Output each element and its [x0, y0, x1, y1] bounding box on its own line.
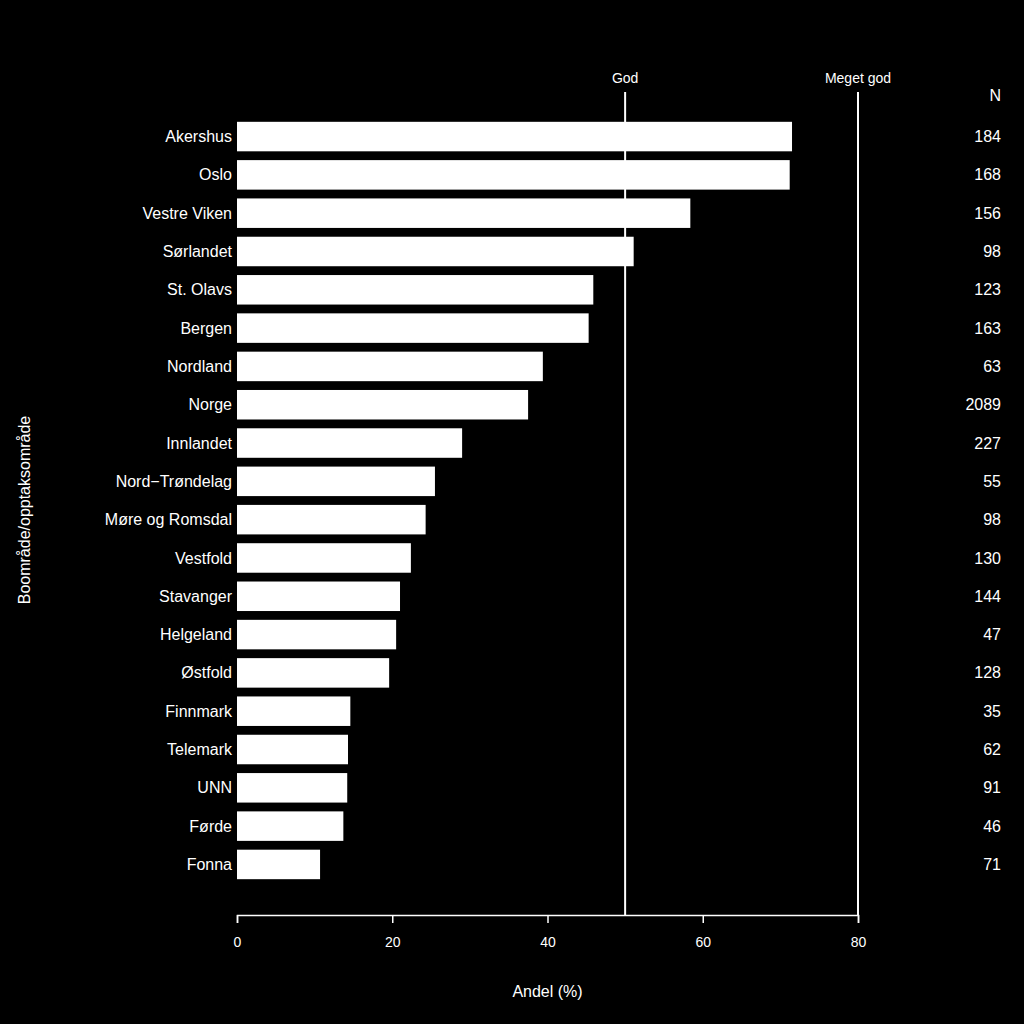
tick-mark [703, 915, 705, 923]
n-value: 55 [983, 473, 1001, 490]
tick: 0 [234, 915, 242, 950]
chart: God Meget god Akershus Oslo Vestre Viken Sørl… [0, 0, 1024, 1024]
bar [237, 811, 343, 840]
category-label: Norge [188, 396, 232, 413]
category-label: Møre og Romsdal [105, 511, 232, 528]
bar [237, 658, 389, 687]
n-value: 163 [974, 320, 1001, 337]
background [0, 0, 1024, 1024]
category-label: Finnmark [165, 703, 233, 720]
n-value: 2089 [965, 396, 1001, 413]
n-header: N [989, 87, 1001, 104]
reference-label: Meget god [825, 70, 891, 86]
n-value: 123 [974, 281, 1001, 298]
bar [237, 198, 690, 227]
tick-mark [547, 915, 549, 923]
n-value: 144 [974, 588, 1001, 605]
reference-label: God [612, 70, 638, 86]
tick: 60 [695, 915, 711, 950]
category-label: Oslo [199, 166, 232, 183]
bar [237, 467, 435, 496]
category-label: Sørlandet [163, 243, 233, 260]
category-label: Akershus [165, 128, 232, 145]
n-value: 62 [983, 741, 1001, 758]
category-label: Helgeland [160, 626, 232, 643]
n-value: 46 [983, 818, 1001, 835]
n-value: 184 [974, 128, 1001, 145]
category-label: Vestfold [175, 550, 232, 567]
category-label: Fonna [187, 856, 232, 873]
bars [237, 122, 792, 879]
reference-line [857, 92, 859, 915]
tick-mark [237, 915, 239, 923]
category-labels: Akershus Oslo Vestre Viken Sørlandet St. Ola… [105, 128, 233, 873]
n-value: 35 [983, 703, 1001, 720]
bar [237, 773, 347, 802]
tick-label: 80 [851, 934, 867, 950]
n-value: 128 [974, 664, 1001, 681]
bar [237, 505, 426, 534]
category-label: Førde [189, 818, 232, 835]
n-value: 91 [983, 779, 1001, 796]
bar [237, 352, 543, 381]
bar [237, 543, 411, 572]
tick-label: 0 [234, 934, 242, 950]
bar [237, 390, 528, 419]
category-label: St. Olavs [167, 281, 232, 298]
bar [237, 237, 634, 266]
n-value: 156 [974, 205, 1001, 222]
tick-mark [858, 915, 860, 923]
reference-lines: God Meget god [612, 70, 891, 915]
bar [237, 620, 396, 649]
bar [237, 313, 589, 342]
category-label: Telemark [167, 741, 233, 758]
n-value: 98 [983, 243, 1001, 260]
n-value: 63 [983, 358, 1001, 375]
n-value: 130 [974, 550, 1001, 567]
x-axis: 0 20 40 60 80 [234, 915, 867, 950]
n-value: 227 [974, 435, 1001, 452]
n-value: 98 [983, 511, 1001, 528]
x-axis-title: Andel (%) [512, 983, 582, 1000]
bar [237, 428, 462, 457]
tick-label: 60 [695, 934, 711, 950]
bar [237, 850, 320, 879]
category-label: Østfold [181, 664, 232, 681]
bar [237, 160, 790, 189]
n-value: 168 [974, 166, 1001, 183]
category-label: Stavanger [159, 588, 233, 605]
category-label: Nordland [167, 358, 232, 375]
tick-label: 20 [385, 934, 401, 950]
tick: 40 [540, 915, 556, 950]
axis-line [238, 916, 859, 924]
bar [237, 275, 593, 304]
bar [237, 582, 400, 611]
category-label: Nord−Trøndelag [116, 473, 232, 490]
category-label: Vestre Viken [142, 205, 232, 222]
bar [237, 735, 348, 764]
tick-mark [392, 915, 394, 923]
category-label: Bergen [180, 320, 232, 337]
y-axis-title: Boområde/opptaksområde [16, 416, 33, 605]
reference-line [624, 92, 626, 915]
category-label: Innlandet [166, 435, 232, 452]
tick: 80 [851, 915, 867, 950]
tick: 20 [385, 915, 401, 950]
n-value: 47 [983, 626, 1001, 643]
n-column: N 184 168 156 98 123 163 63 2089 227 55 98 130 144 47 1… [965, 87, 1001, 873]
bar [237, 122, 792, 151]
category-label: UNN [197, 779, 232, 796]
n-value: 71 [983, 856, 1001, 873]
bar [237, 696, 350, 725]
tick-label: 40 [540, 934, 556, 950]
